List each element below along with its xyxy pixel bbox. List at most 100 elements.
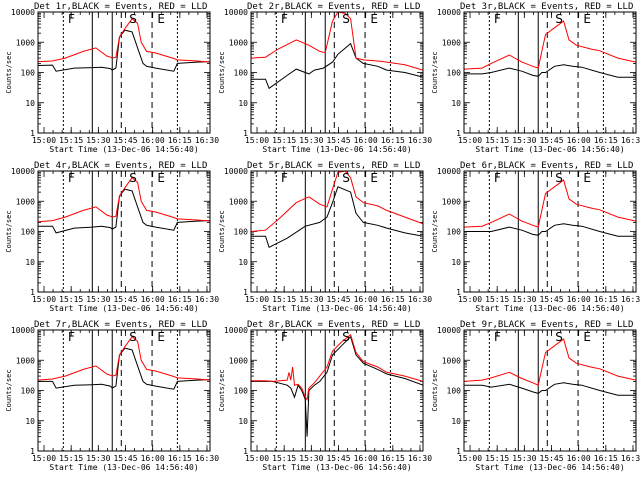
y-tick-label: 10: [451, 258, 461, 267]
y-tick-label: 100: [21, 228, 36, 237]
y-tick-label: 10: [238, 417, 248, 426]
events-curve: [464, 223, 636, 237]
series-group: [464, 179, 636, 237]
x-tick-label: 15:30: [512, 454, 536, 463]
panel-title: Det 2r,BLACK = Events, RED = LLD: [247, 2, 420, 12]
y-tick-label: 10: [238, 258, 248, 267]
x-axis-label: Start Time (13-Dec-06 14:56:40): [49, 145, 198, 154]
x-tick-label: 15:45: [113, 136, 137, 145]
x-tick-label: 16:00: [141, 454, 165, 463]
y-tick-label: 100: [21, 387, 36, 396]
x-tick-label: 16:30: [408, 454, 432, 463]
x-tick-label: 15:00: [32, 454, 56, 463]
x-tick-label: 15:30: [86, 136, 110, 145]
y-tick-label: 100: [447, 228, 462, 237]
y-axis-label: Counts/sec: [218, 210, 226, 252]
series-group: [251, 333, 423, 437]
x-axis-label: Start Time (13-Dec-06 14:56:40): [475, 463, 624, 472]
y-tick-label: 10000: [224, 326, 248, 335]
x-axis-label: Start Time (13-Dec-06 14:56:40): [262, 145, 411, 154]
x-tick-label: 15:15: [59, 136, 83, 145]
events-curve: [251, 42, 423, 90]
events-curve: [251, 335, 423, 437]
detector-panel: Det 5r,BLACK = Events, RED = LLD 1 10 100 10…: [218, 161, 432, 313]
lld-curve: [464, 20, 636, 70]
x-tick-label: 15:00: [458, 136, 482, 145]
x-tick-label: 15:45: [539, 295, 563, 304]
panel-title: Det 5r,BLACK = Events, RED = LLD: [247, 161, 420, 171]
interval-marker-label: E: [157, 12, 165, 26]
x-axis-label: Start Time (13-Dec-06 14:56:40): [49, 463, 198, 472]
series-group: [464, 20, 636, 78]
events-curve: [251, 186, 423, 249]
x-tick-label: 15:15: [272, 454, 296, 463]
x-tick-label: 16:00: [354, 454, 378, 463]
x-tick-label: 15:00: [458, 295, 482, 304]
x-tick-label: 15:15: [485, 295, 509, 304]
series-group: [251, 171, 423, 249]
x-tick-label: 16:30: [195, 454, 219, 463]
lld-curve: [251, 333, 423, 401]
x-tick-label: 15:45: [539, 136, 563, 145]
interval-marker-label: F: [68, 330, 75, 344]
interval-marker-label: E: [583, 330, 591, 344]
x-tick-label: 16:30: [195, 295, 219, 304]
y-axis-label: Counts/sec: [431, 369, 439, 411]
x-tick-label: 15:30: [299, 454, 323, 463]
y-tick-label: 100: [447, 69, 462, 78]
series-group: [38, 176, 210, 234]
x-tick-label: 15:45: [326, 295, 350, 304]
interval-marker-label: S: [555, 171, 563, 185]
x-tick-label: 16:00: [141, 295, 165, 304]
x-tick-label: 15:00: [458, 454, 482, 463]
interval-marker-label: F: [281, 330, 288, 344]
detector-panel: Det 7r,BLACK = Events, RED = LLD 1 10 100 10…: [5, 320, 219, 472]
panel-title: Det 3r,BLACK = Events, RED = LLD: [460, 2, 633, 12]
x-tick-label: 15:00: [245, 136, 269, 145]
y-axis-label: Counts/sec: [5, 51, 13, 93]
x-tick-label: 15:30: [86, 454, 110, 463]
y-tick-label: 1000: [229, 356, 248, 365]
y-axis-label: Counts/sec: [218, 51, 226, 93]
interval-marker-label: S: [129, 171, 137, 185]
x-tick-label: 16:15: [168, 295, 192, 304]
y-tick-label: 1: [30, 288, 35, 297]
panel-title: Det 6r,BLACK = Events, RED = LLD: [460, 161, 633, 171]
y-axis-label: Counts/sec: [218, 369, 226, 411]
interval-marker-label: F: [68, 12, 75, 26]
plot-frame: [463, 329, 637, 452]
plot-frame: [463, 170, 637, 293]
x-tick-label: 16:00: [354, 295, 378, 304]
x-tick-label: 15:00: [245, 295, 269, 304]
x-tick-label: 16:15: [381, 454, 405, 463]
interval-marker-label: S: [342, 12, 350, 26]
y-tick-label: 1: [243, 447, 248, 456]
plot-frame: [250, 329, 424, 452]
x-tick-label: 16:15: [594, 295, 618, 304]
lld-curve: [464, 179, 636, 228]
series-group: [38, 17, 210, 72]
x-tick-label: 15:15: [272, 295, 296, 304]
y-axis-label: Counts/sec: [431, 210, 439, 252]
y-tick-label: 10000: [224, 8, 248, 17]
y-tick-label: 10000: [437, 8, 461, 17]
x-tick-label: 15:30: [86, 295, 110, 304]
x-tick-label: 16:30: [195, 136, 219, 145]
series-group: [251, 12, 423, 90]
plot-frame: [250, 170, 424, 293]
x-tick-label: 16:15: [381, 136, 405, 145]
x-tick-label: 16:30: [408, 295, 432, 304]
y-tick-label: 10: [451, 99, 461, 108]
interval-marker-label: E: [370, 171, 378, 185]
y-tick-label: 1000: [16, 197, 35, 206]
interval-marker-label: S: [129, 330, 137, 344]
interval-marker-label: E: [370, 330, 378, 344]
events-curve: [464, 64, 636, 78]
interval-marker-label: E: [157, 330, 165, 344]
x-tick-label: 15:45: [113, 454, 137, 463]
plot-frame: [37, 11, 211, 134]
x-tick-label: 15:30: [299, 295, 323, 304]
y-tick-label: 1000: [442, 356, 461, 365]
x-tick-label: 15:15: [59, 454, 83, 463]
